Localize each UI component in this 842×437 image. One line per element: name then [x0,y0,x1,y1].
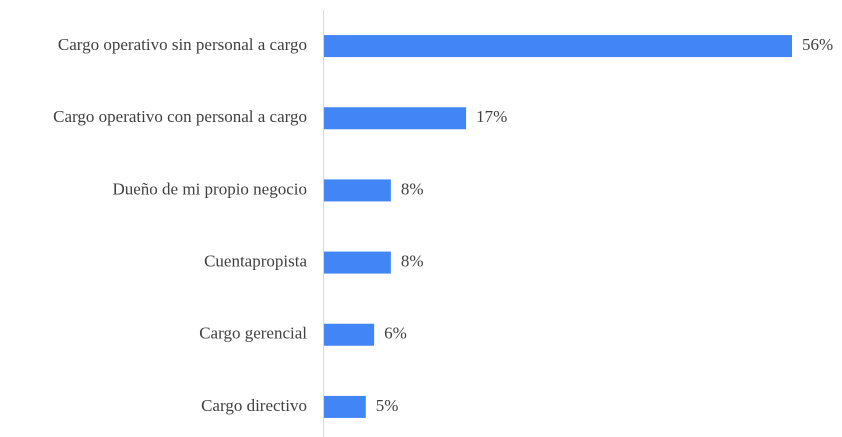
category-label: Dueño de mi propio negocio [112,179,307,198]
category-label: Cargo gerencial [199,324,307,343]
bar [324,179,391,202]
category-label: Cargo directivo [201,396,307,415]
value-label: 56% [802,35,833,54]
bar [324,35,792,58]
bar [324,323,375,346]
bar [324,395,366,418]
value-label: 8% [401,251,424,270]
value-label: 17% [476,107,507,126]
category-label: Cargo operativo sin personal a cargo [58,35,307,54]
category-label: Cargo operativo con personal a cargo [53,107,307,126]
bar [324,107,467,130]
value-label: 5% [376,396,399,415]
value-label: 8% [401,179,424,198]
category-label: Cuentapropista [204,251,307,270]
bar [324,251,391,274]
value-label: 6% [384,324,407,343]
